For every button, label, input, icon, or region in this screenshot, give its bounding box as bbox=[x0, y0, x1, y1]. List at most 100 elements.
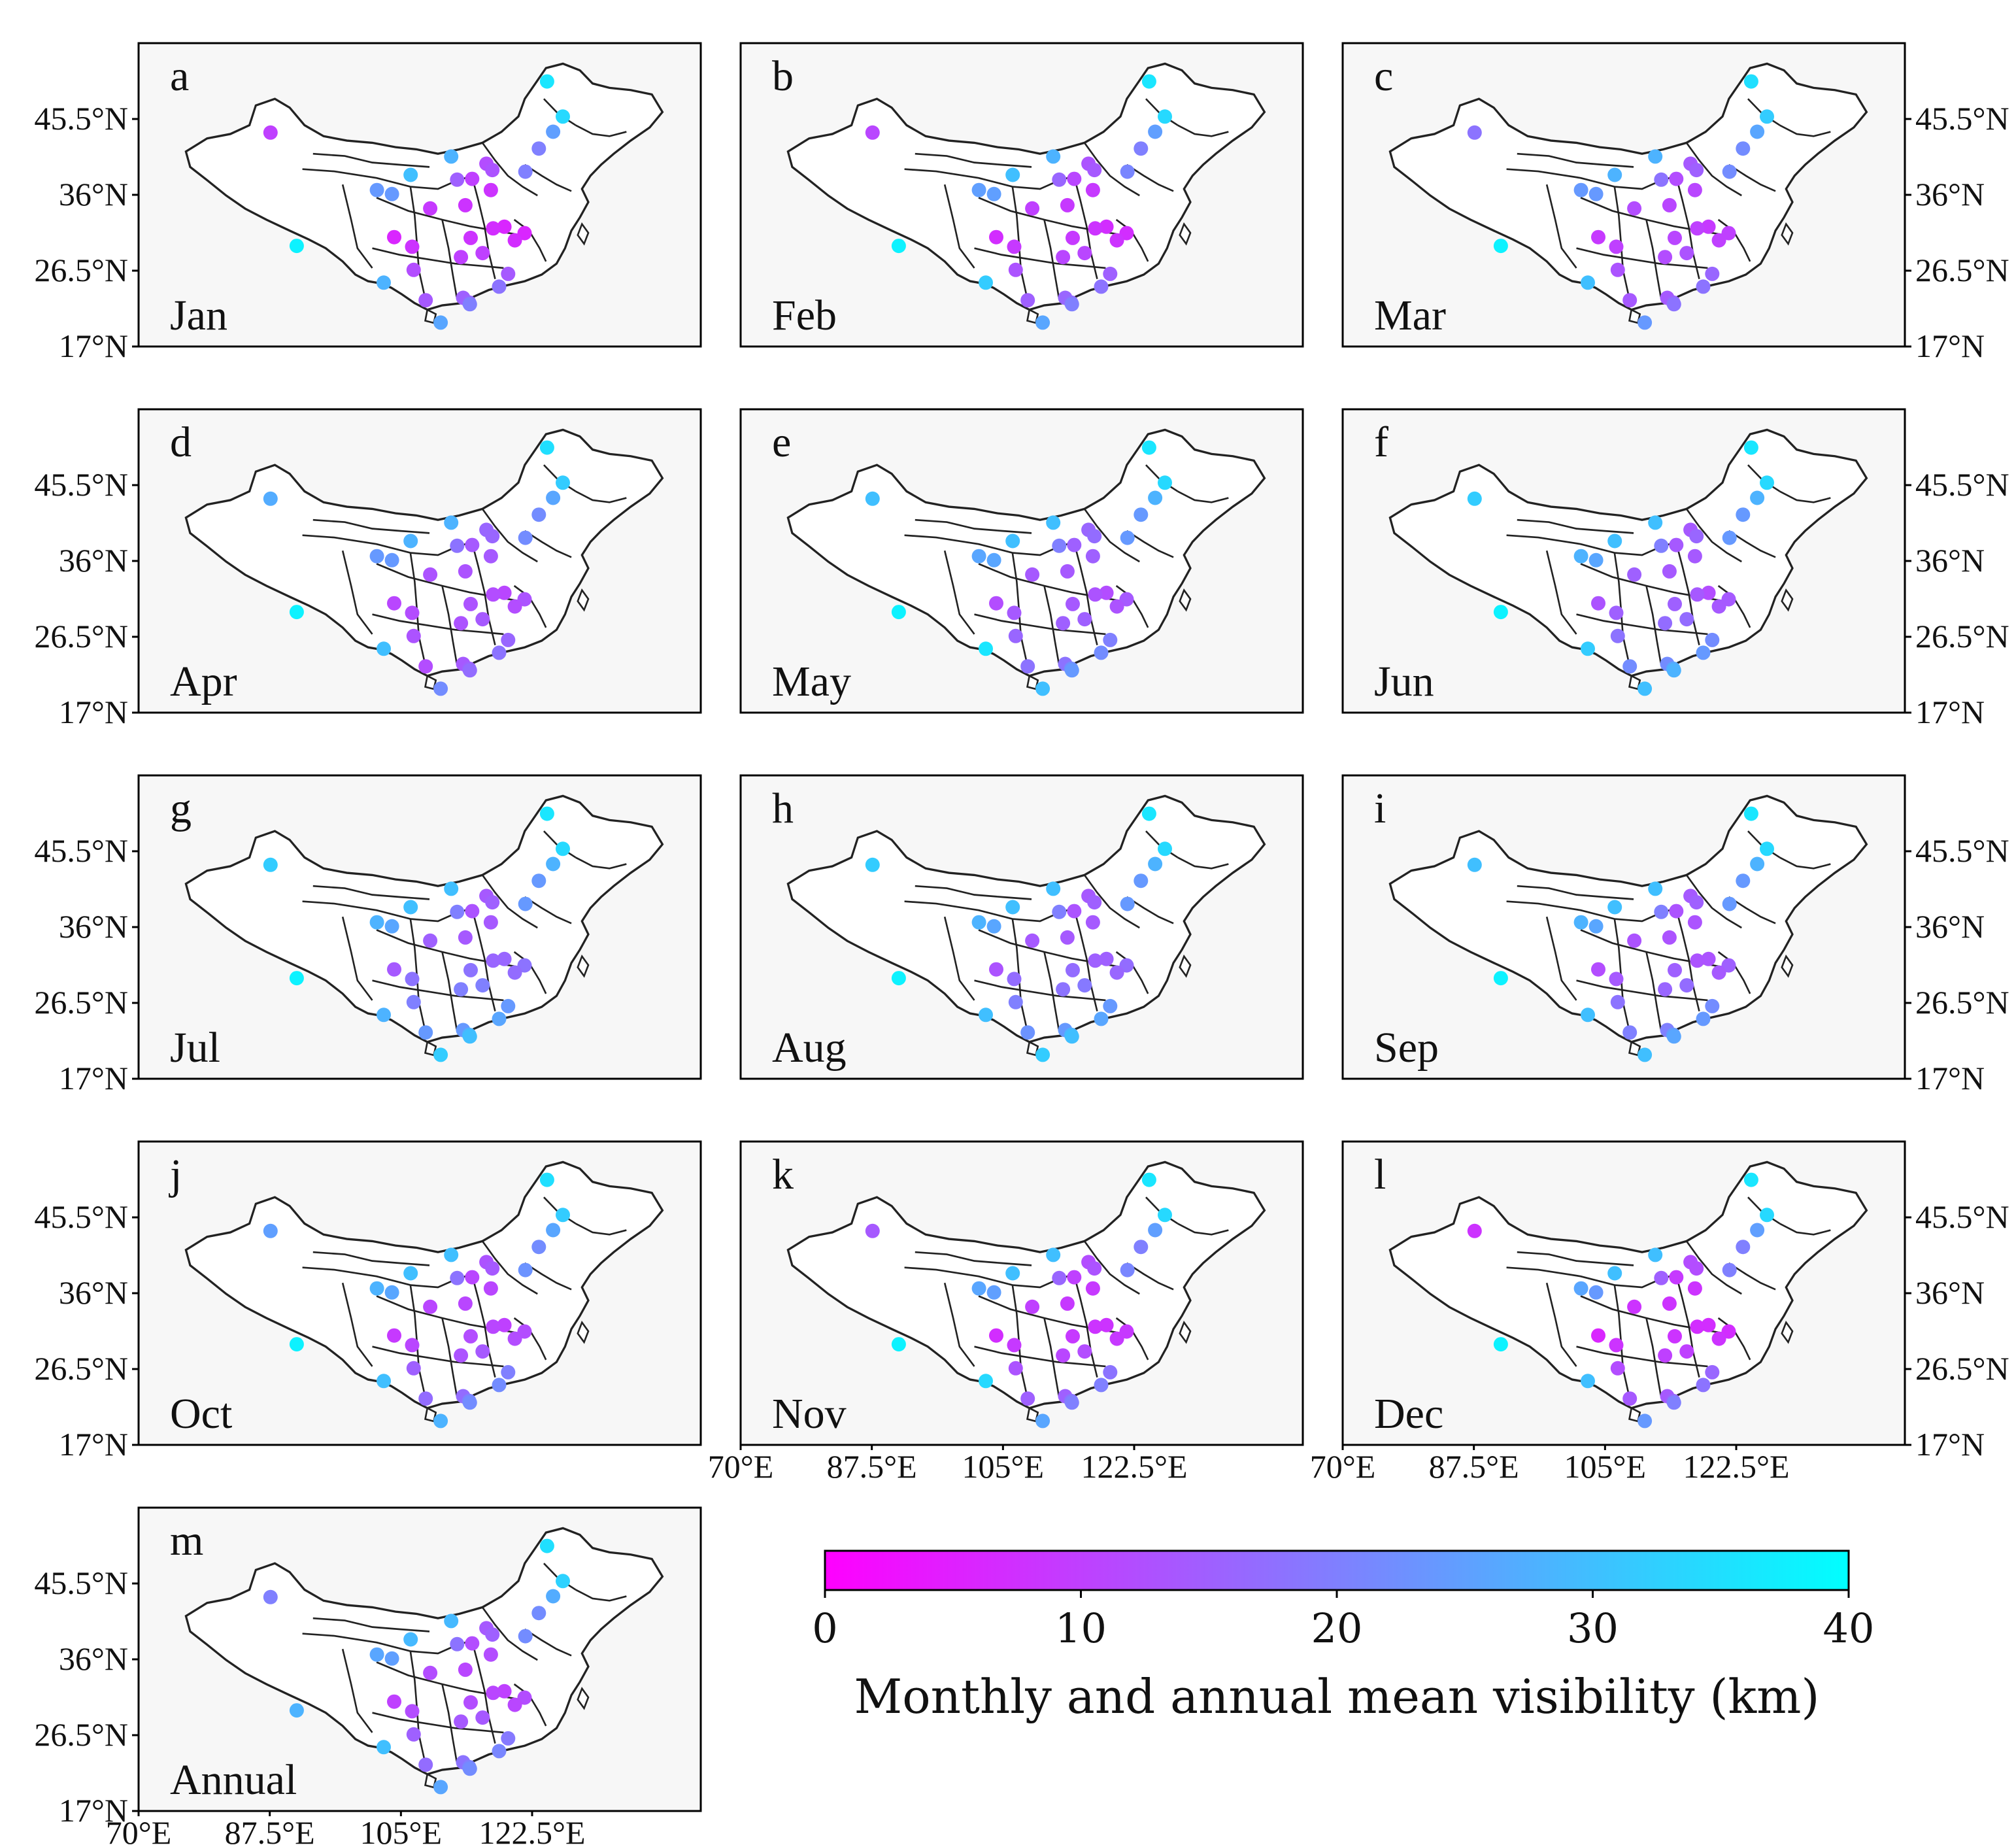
station-dot-xm bbox=[1094, 645, 1109, 660]
station-dot-nanning bbox=[418, 1757, 433, 1772]
station-dot-hongkong bbox=[1666, 1029, 1681, 1044]
station-dot-hefei bbox=[486, 953, 501, 968]
station-dot-shijiazhuang bbox=[465, 1270, 480, 1285]
station-dot-xian bbox=[1025, 201, 1040, 216]
lon-tick-label: 122.5°E bbox=[479, 1814, 585, 1845]
station-dot-xian bbox=[1627, 201, 1642, 216]
station-dot-nanjing bbox=[1701, 1317, 1716, 1332]
station-dot-shijiazhuang bbox=[1067, 904, 1082, 919]
station-dot-harbin bbox=[556, 1574, 570, 1589]
station-dot-hongkong bbox=[1064, 297, 1079, 312]
station-dot-guiyang bbox=[406, 262, 421, 277]
station-dot-shijiazhuang bbox=[465, 904, 480, 919]
station-dot-zhengzhou bbox=[458, 564, 473, 579]
station-dot-tianjin bbox=[1087, 1261, 1102, 1276]
panel-letter: c bbox=[1374, 52, 1393, 100]
station-dot-changchun bbox=[1750, 124, 1765, 139]
station-dot-xian bbox=[423, 933, 438, 948]
station-dot-dalian bbox=[518, 896, 533, 911]
station-dot-harbin bbox=[1760, 841, 1774, 856]
station-dot-hongkong bbox=[1064, 1029, 1079, 1044]
station-dot-hongkong bbox=[1666, 663, 1681, 678]
station-dot-haikou bbox=[1638, 681, 1653, 696]
station-dot-lanzhou bbox=[986, 919, 1001, 934]
panel-letter: j bbox=[169, 1151, 182, 1198]
station-dot-nanchang bbox=[1679, 612, 1694, 627]
panel-d: d Apr 17°N 26.5°N 36°N 45.5°N bbox=[34, 408, 702, 730]
station-dot-zhengzhou bbox=[1662, 1296, 1677, 1311]
lat-tick-label: 17°N bbox=[1915, 1426, 1985, 1463]
station-dot-changsha bbox=[454, 982, 469, 997]
lat-tick-label: 26.5°N bbox=[1915, 618, 2009, 654]
lat-tick-label: 45.5°N bbox=[1915, 1198, 2009, 1235]
station-dot-tianjin bbox=[1689, 163, 1704, 178]
panel-month-label: Nov bbox=[772, 1390, 847, 1438]
station-dot-changchun bbox=[1148, 490, 1163, 505]
station-dot-tianjin bbox=[485, 1261, 500, 1276]
lon-tick-label: 87.5°E bbox=[827, 1448, 917, 1485]
station-dot-chongqing bbox=[1609, 1338, 1624, 1353]
station-dot-dalian bbox=[518, 1629, 533, 1644]
station-dot-shijiazhuang bbox=[465, 171, 480, 186]
station-dot-hangzhou bbox=[507, 965, 522, 980]
station-dot-jinan bbox=[1085, 549, 1100, 564]
station-dot-changsha bbox=[454, 1348, 469, 1363]
station-dot-hohhot bbox=[1046, 149, 1061, 164]
station-dot-kunming bbox=[1581, 641, 1595, 656]
station-dot-nanchang bbox=[475, 1344, 490, 1359]
station-dot-changchun bbox=[546, 856, 561, 872]
station-dot-changsha bbox=[454, 1714, 469, 1729]
station-dot-chengdu bbox=[1591, 596, 1605, 611]
station-dot-hangzhou bbox=[507, 1331, 522, 1346]
station-dot-xining bbox=[1573, 1281, 1588, 1296]
panel-letter: m bbox=[170, 1517, 203, 1565]
station-dot-shenyang bbox=[1134, 141, 1149, 156]
station-dot-dalian bbox=[1722, 1262, 1737, 1278]
station-dot-shijiazhuang bbox=[1669, 537, 1684, 552]
station-dot-shenyang bbox=[531, 1606, 546, 1621]
station-dot-xining bbox=[369, 1647, 384, 1662]
station-dot-xm bbox=[492, 279, 507, 294]
panel-month-label: Dec bbox=[1374, 1390, 1443, 1438]
station-dot-nanjing bbox=[497, 219, 512, 234]
station-dot-shenyang bbox=[1134, 507, 1149, 522]
station-dot-guiyang bbox=[1008, 628, 1023, 643]
panel-month-label: Jun bbox=[1374, 658, 1434, 705]
station-dot-nanchang bbox=[1077, 612, 1092, 627]
station-dot-tianjin bbox=[1689, 529, 1704, 544]
station-dot-tianjin bbox=[485, 895, 500, 910]
station-dot-urumqi bbox=[1467, 857, 1482, 872]
station-dot-yinchuan bbox=[1607, 167, 1622, 182]
station-dot-shijiazhuang bbox=[1067, 537, 1082, 552]
station-dot-hangzhou bbox=[1711, 965, 1726, 980]
station-dot-shijiazhuang bbox=[1669, 171, 1684, 186]
lat-tick-label: 26.5°N bbox=[1915, 984, 2009, 1021]
station-dot-lhasa bbox=[289, 1703, 304, 1718]
station-dot-nanchang bbox=[475, 1710, 490, 1725]
station-dot-guiyang bbox=[1610, 1361, 1625, 1376]
station-dot-haikou bbox=[1035, 681, 1050, 696]
station-dot-nanjing bbox=[497, 1684, 512, 1699]
station-dot-nanchang bbox=[475, 978, 490, 993]
panel-letter: g bbox=[170, 785, 192, 832]
station-dot-taiyuan bbox=[1654, 538, 1669, 553]
lon-tick-label: 122.5°E bbox=[1683, 1448, 1789, 1485]
panel-f: f Jun 17°N 26.5°N 36°N 45.5°N bbox=[1341, 408, 2009, 730]
station-dot-hongkong bbox=[1666, 1395, 1681, 1410]
station-dot-taiyuan bbox=[1052, 1270, 1067, 1285]
lat-tick-label: 45.5°N bbox=[1915, 100, 2009, 137]
station-dot-yinchuan bbox=[1607, 900, 1622, 915]
station-dot-haikou bbox=[433, 1780, 448, 1795]
station-dot-hohhot bbox=[444, 1247, 459, 1262]
station-dot-kunming bbox=[1581, 275, 1595, 290]
station-dot-shijiazhuang bbox=[1669, 904, 1684, 919]
station-dot-lanzhou bbox=[1588, 1285, 1604, 1300]
station-dot-hangzhou bbox=[1711, 599, 1726, 614]
station-dot-fuzhou bbox=[501, 266, 516, 281]
station-dot-haikou bbox=[1638, 1413, 1653, 1429]
station-dot-changchun bbox=[1148, 856, 1163, 872]
station-dot-wuhan bbox=[463, 1695, 478, 1710]
station-dot-haikou bbox=[1035, 1413, 1050, 1429]
station-dot-hefei bbox=[486, 1319, 501, 1334]
panel-m: m Annual 17°N 26.5°N 36°N 45.5°N 70°E 87.5°E 105… bbox=[34, 1506, 702, 1845]
